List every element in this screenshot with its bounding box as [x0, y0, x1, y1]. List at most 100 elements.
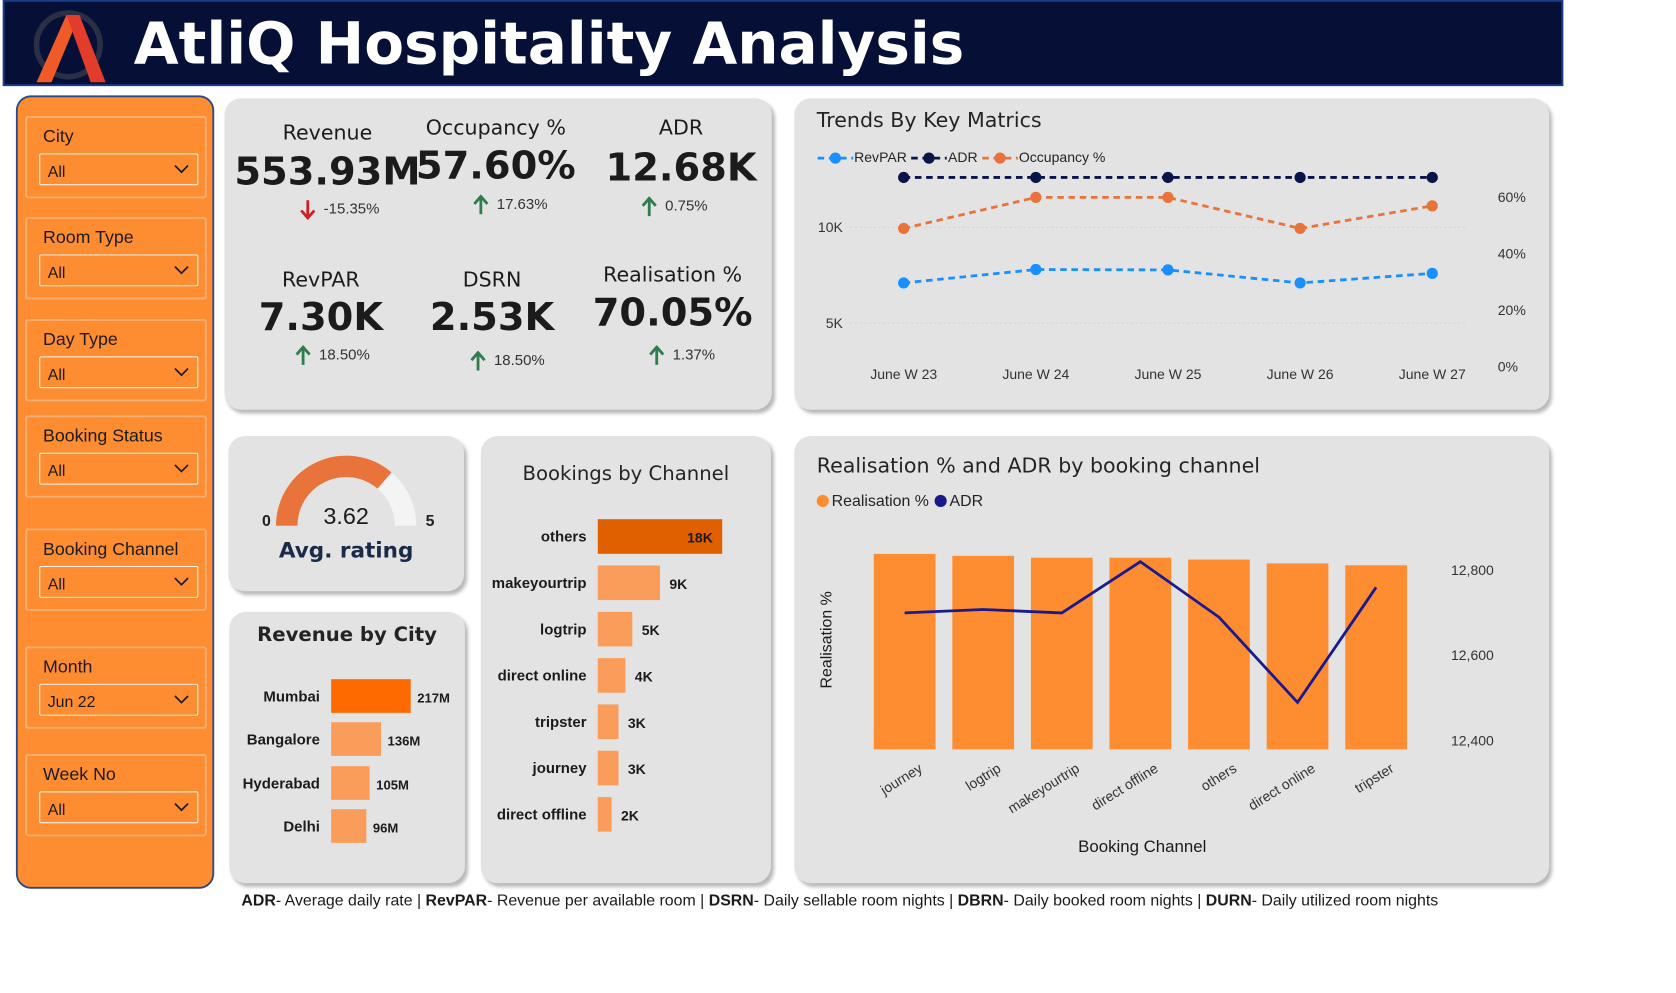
y-left-tick: 5K — [826, 315, 844, 331]
chevron-down-icon — [174, 164, 189, 174]
data-label: 2K — [621, 807, 639, 823]
y-left-tick: 10K — [818, 219, 844, 235]
bar — [331, 679, 411, 713]
bar — [597, 611, 633, 647]
legend-label: Realisation % — [831, 492, 929, 510]
kpi-label: Realisation % — [603, 263, 743, 288]
category-label: logtrip — [540, 621, 587, 638]
bar — [1109, 557, 1172, 750]
data-label: 5K — [642, 622, 660, 638]
bar — [597, 658, 626, 693]
arrow-up-icon — [649, 345, 665, 365]
legend-marker-icon — [982, 152, 1018, 164]
point-occupancy — [1030, 191, 1042, 204]
bar — [331, 722, 382, 756]
legend-marker-icon — [817, 152, 854, 164]
bar — [597, 797, 612, 832]
slicer-label: Room Type — [43, 228, 134, 248]
slicer-label: Booking Channel — [43, 539, 179, 560]
category-label: Hyderabad — [243, 776, 320, 793]
category-label: tripster — [535, 714, 587, 731]
kpi-value: 553.93M — [234, 148, 421, 194]
kpi-change: 1.37% — [648, 345, 715, 366]
x-tick: June W 26 — [1267, 366, 1334, 382]
revenue-by-city-title: Revenue by City — [257, 623, 437, 646]
arrow-down-icon — [300, 200, 316, 220]
kpi-value: 70.05% — [592, 290, 753, 335]
chevron-down-icon — [174, 577, 189, 586]
slicer-booking-status: Booking Status All — [25, 415, 207, 498]
bar — [597, 565, 660, 601]
point-revpar — [1294, 277, 1306, 289]
trends-legend: RevPAR ADR Occupancy % — [817, 150, 1109, 166]
slicer-label: Day Type — [43, 330, 118, 350]
arrow-up-icon — [473, 194, 489, 215]
arrow-up-icon — [295, 345, 311, 365]
point-occupancy — [1162, 191, 1174, 204]
realisation-adr-title: Realisation % and ADR by booking channel — [816, 454, 1260, 479]
kpi-label: Revenue — [282, 121, 373, 146]
slicer-value: All — [47, 365, 66, 384]
kpi-value: 57.60% — [415, 143, 576, 189]
chevron-down-icon — [174, 367, 189, 377]
rating-gauge-panel: 0 5 3.62 Avg. rating — [228, 435, 465, 592]
category-label: Mumbai — [263, 689, 320, 706]
point-revpar — [1162, 264, 1174, 276]
kpi-change-value: 1.37% — [672, 347, 716, 364]
glossary-text: - Average daily rate | — [275, 891, 426, 910]
category-label: journey — [532, 760, 588, 777]
gauge-title: Avg. rating — [278, 538, 414, 564]
gauge-min-label: 0 — [261, 511, 271, 530]
point-occupancy — [1426, 200, 1438, 212]
slicer-dropdown[interactable]: All — [39, 565, 199, 598]
realisation-adr-chart: 12,400 12,600 12,800 journey logtrip makeyour… — [819, 553, 1494, 856]
kpi-change: 18.50% — [470, 350, 545, 372]
category-label: direct offline — [497, 806, 587, 823]
slicer-dropdown[interactable]: All — [39, 153, 199, 186]
x-tick: others — [1198, 760, 1240, 794]
glossary-abbr: DURN — [1205, 891, 1252, 910]
data-label: 217M — [417, 691, 450, 706]
glossary-text: - Daily sellable room nights | — [753, 891, 958, 910]
trends-line-chart: 5K 10K 0% 20% 40% 60% June W 23 June W 24 June W… — [818, 171, 1526, 382]
slicer-value: Jun 22 — [47, 693, 96, 711]
trends-chart-title: Trends By Key Matrics — [816, 109, 1042, 133]
legend-label: Occupancy % — [1018, 149, 1106, 166]
category-label: makeyourtrip — [492, 575, 587, 592]
legend-marker-icon — [911, 152, 948, 164]
slicer-booking-channel: Booking Channel All — [25, 528, 207, 611]
legend-item: Occupancy % — [981, 150, 1105, 166]
header-bar: AtliQ Hospitality Analysis — [2, 0, 1564, 87]
x-tick: logtrip — [963, 760, 1004, 794]
y-right-tick: 12,400 — [1451, 732, 1494, 748]
slicer-dropdown[interactable]: All — [39, 791, 199, 824]
slicer-dropdown[interactable]: All — [39, 356, 199, 389]
slicer-dropdown[interactable]: All — [39, 254, 199, 287]
data-label: 3K — [628, 715, 646, 731]
chevron-down-icon — [174, 266, 189, 275]
slicer-week-no: Week No All — [25, 754, 207, 837]
slicer-label: Week No — [43, 765, 116, 785]
x-tick: June W 24 — [1002, 366, 1069, 382]
slicer-value: All — [47, 263, 66, 282]
kpi-label: Occupancy % — [425, 116, 566, 141]
bar — [597, 750, 619, 786]
series-line-revpar — [903, 268, 1433, 285]
x-tick: journey — [877, 760, 925, 798]
footer-glossary: ADR- Average daily rate | RevPAR- Revenu… — [241, 892, 1438, 911]
y-right-tick: 12,800 — [1451, 562, 1494, 578]
bar — [597, 519, 723, 554]
slicer-dropdown[interactable]: All — [39, 452, 199, 485]
series-line-adr — [904, 560, 1378, 705]
glossary-text: - Revenue per available room | — [487, 891, 709, 910]
chevron-down-icon — [174, 802, 189, 812]
rating-gauge — [275, 455, 417, 526]
slicer-value: All — [47, 800, 66, 819]
point-revpar — [898, 277, 910, 289]
gauge-max-label: 5 — [425, 511, 435, 530]
arrow-up-icon — [470, 350, 486, 371]
bookings-by-channel-panel: Bookings by Channel others 18K makeyourtri… — [480, 435, 771, 884]
slicer-dropdown[interactable]: Jun 22 — [39, 683, 199, 716]
kpi-label: RevPAR — [282, 268, 360, 292]
glossary-text: - Daily utilized room nights — [1251, 891, 1439, 910]
